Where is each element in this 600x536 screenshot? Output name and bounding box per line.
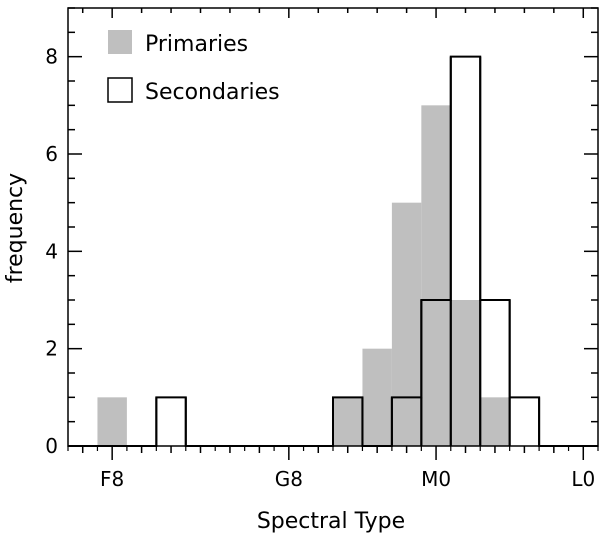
- y-tick-label: 8: [45, 45, 58, 69]
- x-tick-label: L0: [571, 467, 595, 491]
- y-tick-label: 0: [45, 434, 58, 458]
- y-axis-label: frequency: [3, 173, 28, 283]
- legend-swatch-secondaries: [107, 77, 133, 103]
- y-tick-label: 2: [45, 337, 58, 361]
- primaries-bar: [333, 397, 363, 446]
- x-axis-label: Spectral Type: [257, 509, 405, 534]
- x-tick-label: F8: [100, 467, 124, 491]
- x-tick-label: G8: [275, 467, 303, 491]
- y-tick-label: 6: [45, 142, 58, 166]
- legend: Primaries Secondaries: [107, 30, 280, 105]
- y-tick-label: 4: [45, 239, 58, 263]
- legend-swatch-primaries: [108, 30, 132, 54]
- primaries-bar: [391, 202, 422, 446]
- primaries-bar: [450, 300, 481, 446]
- plot-frame: [67, 7, 599, 447]
- legend-label-secondaries: Secondaries: [145, 80, 280, 105]
- y-tick-labels: 0 2 4 6 8: [45, 45, 58, 458]
- primaries-bar: [480, 397, 510, 446]
- primaries-bar: [97, 397, 127, 446]
- primaries-bar: [362, 348, 392, 446]
- primaries-bars: [97, 105, 510, 446]
- primaries-bar: [421, 105, 451, 446]
- axis-ticks: [67, 7, 599, 460]
- x-tick-labels: F8 G8 M0 L0: [100, 467, 595, 491]
- secondaries-step-line: [68, 55, 598, 447]
- secondaries-outline: [68, 55, 598, 447]
- legend-label-primaries: Primaries: [145, 32, 248, 57]
- x-tick-label: M0: [421, 467, 451, 491]
